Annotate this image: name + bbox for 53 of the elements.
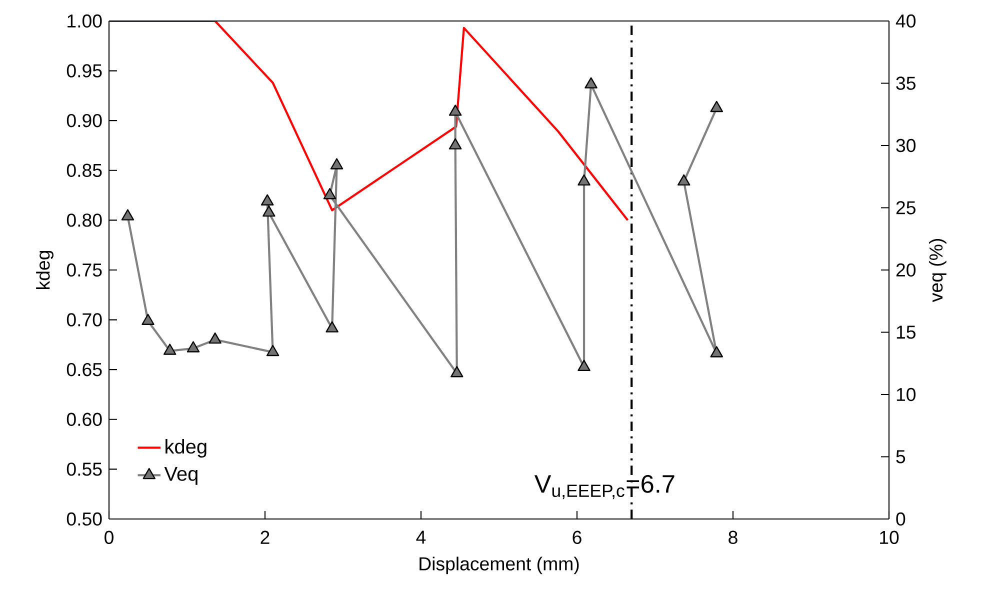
x-tick-label: 8 <box>728 530 738 544</box>
y2-tick-label: 0 <box>896 512 906 526</box>
point <box>208 332 222 344</box>
ref-line-label: V$_{u,EEEP,c}$=6.7 <box>534 474 674 500</box>
y-tick-label: 1.00 <box>68 14 102 28</box>
point <box>266 344 280 356</box>
legend-label: Veq <box>164 466 198 485</box>
point <box>121 209 134 220</box>
point <box>142 314 154 325</box>
point <box>186 341 200 352</box>
point <box>448 138 462 150</box>
y-tick-label: 0.60 <box>66 412 102 426</box>
x-tick-label: 4 <box>416 530 426 544</box>
y-tick-label: 0.85 <box>66 164 102 178</box>
y-tick-label: 0.95 <box>66 64 102 78</box>
x-axis-title: Displacement (mm) <box>420 556 579 574</box>
y2-tick-label: 10 <box>896 388 916 402</box>
legend-label: kdeg <box>166 438 206 458</box>
y2-tick-label: 25 <box>896 201 916 214</box>
y-tick-label: 0.70 <box>66 313 102 326</box>
x-tick-label: 0 <box>104 530 114 544</box>
x-tick-label: 6 <box>572 530 582 544</box>
y-axis-title: kdeg <box>36 250 54 289</box>
point <box>330 158 344 170</box>
x-tick-label: 2 <box>260 530 270 544</box>
point <box>450 366 464 378</box>
y2-tick-label: 15 <box>896 326 916 339</box>
y2-axis-title: veq (%) <box>928 239 946 302</box>
point <box>326 321 338 332</box>
point <box>677 174 690 186</box>
point <box>323 188 336 200</box>
point <box>710 100 723 112</box>
point <box>710 346 723 358</box>
y-tick-label: 0.90 <box>66 114 102 128</box>
y-tick-label: 0.50 <box>66 512 102 526</box>
y2-tick-label: 35 <box>896 76 916 90</box>
x-tick-label: 10 <box>880 530 899 544</box>
y2-tick-label: 5 <box>896 450 906 464</box>
y2-tick-label: 40 <box>896 14 916 28</box>
y-tick-label: 0.75 <box>66 263 102 277</box>
y-tick-label: 0.80 <box>66 214 102 227</box>
point <box>163 344 176 355</box>
y2-tick-label: 20 <box>896 263 916 277</box>
y-tick-label: 0.65 <box>66 362 102 376</box>
point <box>584 77 598 88</box>
point <box>448 104 462 116</box>
y2-tick-label: 30 <box>896 138 916 152</box>
point <box>578 174 590 186</box>
point <box>260 194 274 206</box>
line-series <box>109 20 629 222</box>
point <box>578 360 590 372</box>
y-tick-label: 0.55 <box>66 462 102 476</box>
point <box>262 205 276 217</box>
